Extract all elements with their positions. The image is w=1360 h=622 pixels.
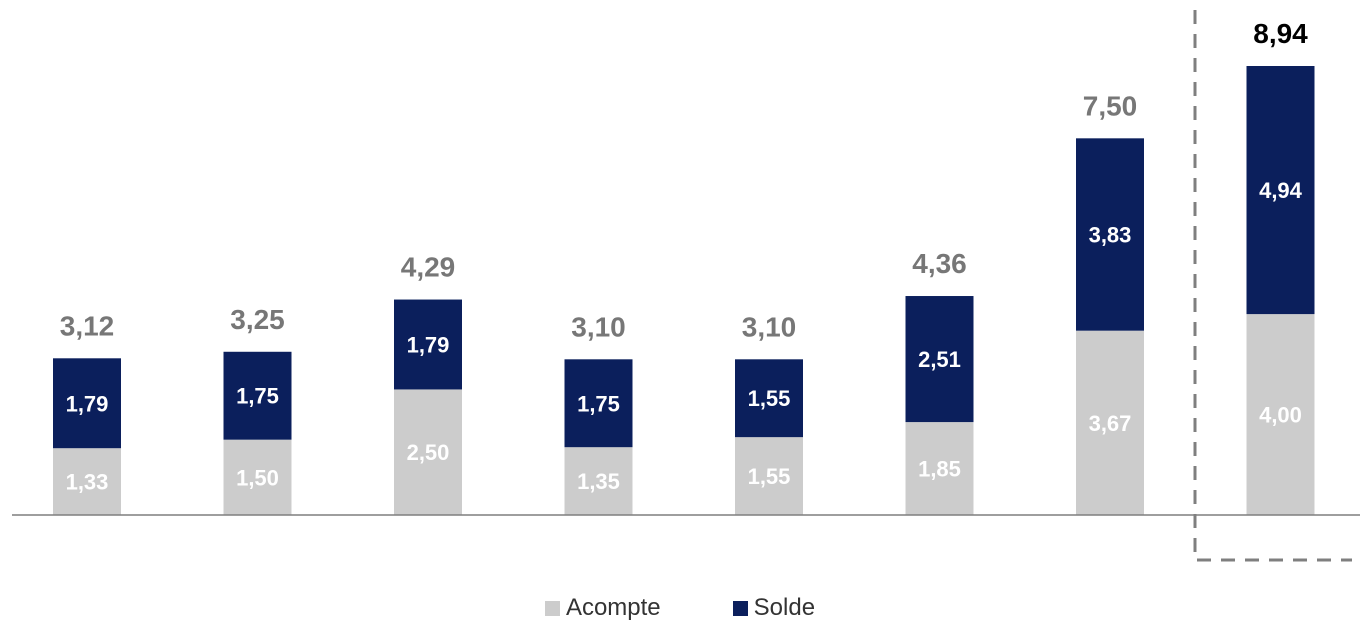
bar-solde-1: [223, 351, 292, 440]
label-total-1: 3,25: [230, 304, 285, 335]
label-total-4: 3,10: [742, 311, 797, 342]
bar-acompte-5: [905, 422, 974, 515]
label-solde-2: 1,79: [407, 332, 450, 357]
legend: Acompte Solde: [0, 594, 1360, 621]
bar-acompte-1: [223, 439, 292, 515]
label-solde-3: 1,75: [577, 391, 620, 416]
legend-swatch-solde: [732, 600, 748, 616]
label-total-3: 3,10: [571, 311, 626, 342]
bar-solde-6: [1076, 138, 1144, 331]
label-acompte-6: 3,67: [1089, 411, 1132, 436]
label-acompte-7: 4,00: [1259, 403, 1302, 428]
label-solde-0: 1,79: [66, 391, 109, 416]
bar-acompte-7: [1246, 314, 1315, 515]
legend-label-solde: Solde: [753, 594, 816, 621]
legend-label-acompte: Acompte: [565, 594, 661, 621]
label-solde-4: 1,55: [748, 386, 791, 411]
legend-item-solde: Solde: [732, 594, 816, 621]
legend-item-acompte: Acompte: [544, 594, 661, 621]
bar-acompte-0: [53, 448, 121, 515]
label-acompte-1: 1,50: [236, 465, 279, 490]
label-acompte-3: 1,35: [577, 469, 620, 494]
bar-solde-4: [735, 359, 803, 438]
label-acompte-0: 1,33: [66, 470, 109, 495]
label-solde-5: 2,51: [918, 347, 961, 372]
bar-acompte-4: [735, 437, 803, 515]
bar-acompte-6: [1076, 330, 1144, 515]
label-acompte-5: 1,85: [918, 457, 961, 482]
legend-swatch-acompte: [544, 600, 560, 616]
bar-solde-2: [394, 299, 462, 390]
label-acompte-4: 1,55: [748, 464, 791, 489]
label-total-6: 7,50: [1083, 90, 1138, 121]
bar-solde-3: [564, 359, 633, 448]
label-total-7: 8,94: [1253, 18, 1308, 49]
label-solde-6: 3,83: [1089, 223, 1132, 248]
bar-solde-7: [1246, 66, 1315, 315]
highlight-dashed-box: [1193, 10, 1352, 562]
label-acompte-2: 2,50: [407, 440, 450, 465]
bar-solde-5: [905, 296, 974, 423]
label-total-0: 3,12: [60, 310, 115, 341]
label-total-5: 4,36: [912, 248, 967, 279]
label-total-2: 4,29: [401, 252, 456, 283]
label-solde-7: 4,94: [1259, 178, 1303, 203]
bar-acompte-2: [394, 389, 462, 515]
label-solde-1: 1,75: [236, 384, 279, 409]
bar-acompte-3: [564, 447, 633, 515]
bar-solde-0: [53, 358, 121, 449]
